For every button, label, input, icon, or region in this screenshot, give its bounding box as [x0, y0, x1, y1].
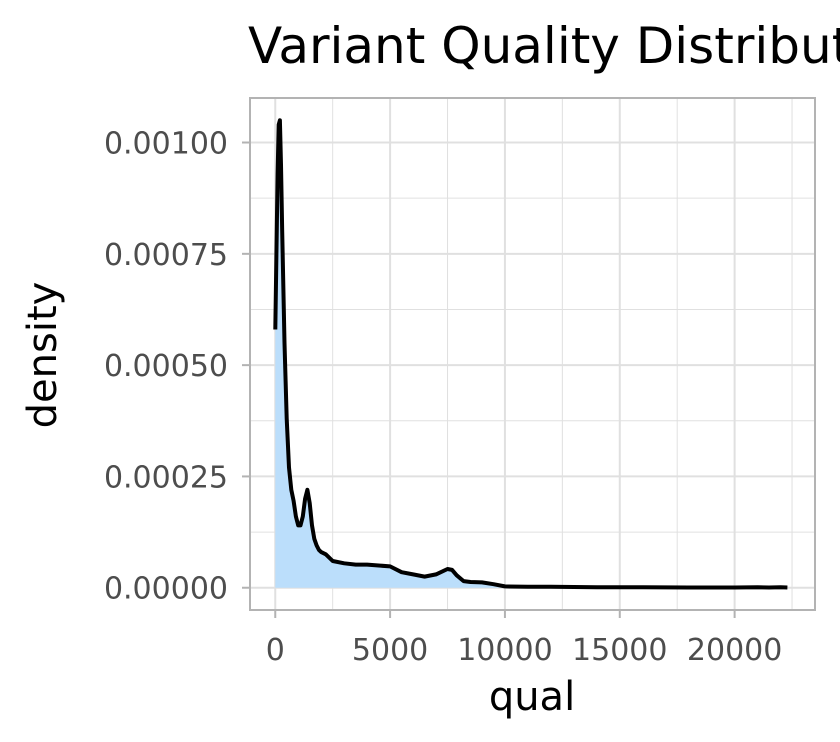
chart-title: Variant Quality Distribution: [248, 17, 840, 75]
x-tick-label: 0: [266, 633, 285, 668]
x-tick-label: 15000: [572, 633, 667, 668]
y-tick-label: 0.00050: [104, 349, 228, 384]
y-tick-label: 0.00100: [104, 127, 228, 162]
density-line: [273, 118, 788, 590]
x-tick-label: 20000: [687, 633, 782, 668]
panel-border: [249, 97, 816, 611]
y-axis: 0.00000 0.00025 0.00050 0.00075 0.00100: [104, 127, 250, 607]
gridlines: [250, 98, 815, 610]
y-axis-title: density: [20, 282, 66, 429]
x-tick-label: 5000: [352, 633, 428, 668]
x-axis-title: qual: [489, 674, 575, 720]
y-tick-label: 0.00025: [104, 460, 228, 495]
x-axis: 0 5000 10000 15000 20000: [266, 610, 782, 668]
y-tick-label: 0.00000: [104, 572, 228, 607]
x-tick-label: 10000: [457, 633, 552, 668]
density-fill-area: [275, 120, 505, 588]
y-tick-label: 0.00075: [104, 238, 228, 273]
